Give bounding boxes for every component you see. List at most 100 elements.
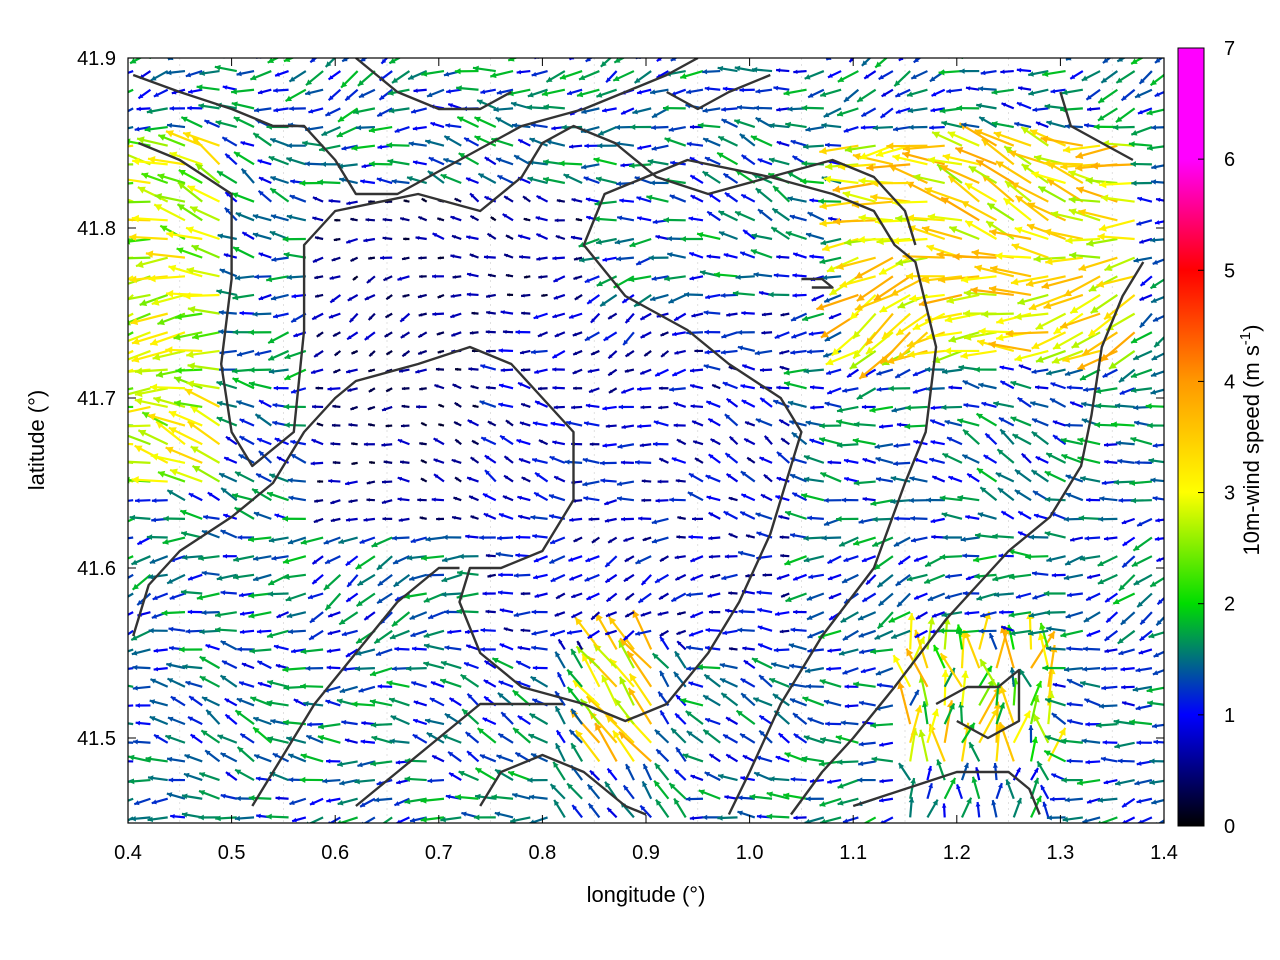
wind-arrow xyxy=(742,754,756,763)
wind-arrow-head xyxy=(789,698,796,704)
wind-arrow xyxy=(568,729,583,744)
wind-arrow-head xyxy=(921,701,928,708)
wind-arrow xyxy=(474,767,497,782)
wind-arrow xyxy=(509,816,531,823)
wind-arrow xyxy=(220,752,238,763)
wind-arrow-head xyxy=(941,669,950,677)
wind-arrow-head xyxy=(116,368,123,376)
wind-arrow xyxy=(702,728,721,744)
wind-arrow xyxy=(420,797,445,804)
wind-arrow xyxy=(511,792,531,800)
wind-arrow xyxy=(300,753,324,763)
wind-arrow xyxy=(926,708,940,744)
wind-arrow xyxy=(1085,759,1101,765)
wind-arrow-head xyxy=(625,764,631,770)
wind-arrow-head xyxy=(103,322,111,329)
wind-arrow-head xyxy=(97,472,105,480)
wind-arrow xyxy=(653,779,670,800)
wind-arrow-head xyxy=(975,801,981,807)
wind-arrow-head xyxy=(100,377,108,384)
wind-arrow-head xyxy=(879,742,884,747)
wind-arrow-head xyxy=(595,723,603,732)
wind-arrow xyxy=(670,727,687,744)
wind-arrow xyxy=(1064,797,1083,803)
wind-arrow xyxy=(659,710,670,725)
wind-arrow xyxy=(153,733,169,744)
wind-arrow-head xyxy=(413,700,419,705)
wind-arrow-head xyxy=(963,762,969,769)
wind-arrow-head xyxy=(462,709,469,716)
wind-arrow-head xyxy=(676,747,681,753)
wind-arrow xyxy=(752,697,773,707)
wind-arrow xyxy=(628,673,653,707)
wind-arrow xyxy=(128,754,151,763)
wind-arrow-head xyxy=(855,823,862,828)
wind-arrow-head xyxy=(165,734,172,741)
wind-arrow-head xyxy=(145,756,152,763)
wind-arrow xyxy=(224,697,238,707)
wind-arrow-head xyxy=(623,785,629,791)
wind-arrow-head xyxy=(389,697,396,704)
wind-arrow xyxy=(1076,778,1101,786)
wind-arrow xyxy=(975,766,981,781)
wind-arrow xyxy=(393,797,410,807)
wind-arrow xyxy=(204,749,221,763)
wind-arrow xyxy=(739,732,756,744)
wind-arrow-head xyxy=(248,794,255,802)
wind-arrow-head xyxy=(154,734,160,740)
wind-arrow-head xyxy=(772,694,779,700)
wind-arrow xyxy=(685,796,704,802)
wind-arrow xyxy=(804,816,825,823)
wind-arrow xyxy=(1097,797,1118,803)
wind-arrow-head xyxy=(1042,801,1048,807)
wind-arrow-head xyxy=(897,681,905,690)
wind-arrow-head xyxy=(293,699,299,704)
wind-arrow xyxy=(147,775,168,782)
wind-arrow-head xyxy=(784,752,791,759)
wind-arrow xyxy=(625,763,635,781)
wind-arrow-head xyxy=(475,793,481,800)
wind-arrow-shaft xyxy=(1157,819,1164,823)
wind-arrow-head xyxy=(1033,777,1040,784)
wind-arrow-head xyxy=(117,667,122,672)
wind-arrow xyxy=(777,732,791,744)
wind-arrow xyxy=(835,735,859,744)
wind-arrow-head xyxy=(225,714,231,720)
wind-arrow xyxy=(879,778,894,784)
wind-arrow-head xyxy=(1147,700,1154,707)
wind-arrow xyxy=(679,697,704,707)
wind-arrow xyxy=(1103,779,1118,785)
wind-arrow-head xyxy=(717,815,723,821)
wind-arrow-head xyxy=(619,676,627,685)
wind-arrow-head xyxy=(254,754,260,760)
wind-arrow-head xyxy=(266,699,273,706)
wind-arrow-head xyxy=(956,784,961,790)
wind-arrow-head xyxy=(1122,701,1127,706)
wind-arrow xyxy=(413,700,428,707)
wind-arrow-head xyxy=(283,719,289,726)
wind-arrow-shaft xyxy=(328,816,341,823)
wind-arrow xyxy=(870,722,893,729)
wind-arrow-head xyxy=(674,769,680,775)
wind-arrow xyxy=(479,754,497,763)
wind-arrow-head xyxy=(685,711,692,717)
wind-arrow xyxy=(205,709,221,725)
wind-arrow-head xyxy=(1138,819,1143,823)
wind-arrow xyxy=(388,697,410,707)
wind-arrow-head xyxy=(444,713,451,719)
wind-arrow xyxy=(1149,779,1164,786)
wind-arrow-head xyxy=(190,734,196,739)
wind-arrow-head xyxy=(376,780,382,786)
wind-arrow-head xyxy=(658,691,664,697)
wind-arrow-head xyxy=(1134,780,1140,786)
wind-arrow xyxy=(784,752,807,763)
wind-arrow xyxy=(236,697,255,707)
wind-arrow-head xyxy=(496,754,502,760)
wind-arrow xyxy=(396,779,410,785)
wind-arrow-head xyxy=(1046,815,1052,821)
wind-arrow-head xyxy=(736,710,743,717)
wind-arrow-head xyxy=(300,753,308,760)
wind-arrow xyxy=(686,730,704,744)
wind-arrow xyxy=(326,758,341,764)
wind-arrow-shaft xyxy=(618,730,652,763)
